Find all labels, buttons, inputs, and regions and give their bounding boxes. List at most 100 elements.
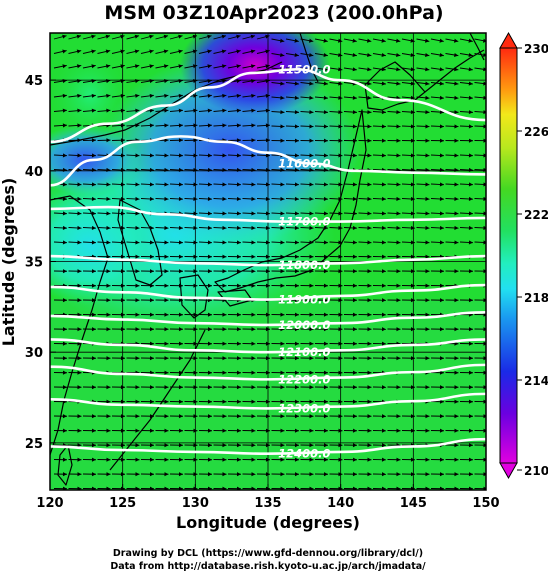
wind-arrow-head — [309, 153, 314, 158]
wind-arrow-head — [251, 254, 256, 259]
wind-arrow-head — [91, 93, 96, 98]
wind-arrow-head — [410, 196, 415, 201]
wind-arrow-head — [439, 457, 444, 462]
wind-arrow-head — [352, 428, 357, 433]
wind-arrow-head — [178, 472, 183, 477]
contour-label: 12100.0 — [278, 345, 330, 359]
wind-arrow-head — [352, 52, 357, 57]
wind-arrow-head — [236, 457, 241, 462]
wind-arrow-head — [280, 124, 285, 129]
wind-arrow-head — [410, 428, 415, 433]
wind-arrow-head — [178, 269, 183, 274]
wind-arrow-head — [178, 138, 183, 143]
wind-arrow-head — [62, 486, 67, 490]
wind-arrow-head — [106, 327, 111, 332]
wind-arrow-head — [250, 34, 256, 39]
wind-arrow-head — [381, 443, 386, 448]
wind-arrow-head — [207, 486, 212, 490]
wind-arrow-head — [163, 34, 169, 39]
wind-arrow-head — [410, 153, 415, 158]
wind-arrow-head — [352, 283, 357, 288]
wind-arrow-head — [120, 428, 125, 433]
wind-arrow-head — [280, 327, 285, 332]
wind-arrow-head — [410, 254, 415, 259]
wind-arrow-head — [222, 167, 227, 172]
wind-arrow-head — [323, 95, 328, 100]
wind-arrow-head — [193, 312, 198, 317]
wind-arrow-head — [338, 356, 343, 361]
wind-arrow-head — [294, 385, 299, 390]
wind-arrow-head — [439, 95, 444, 100]
wind-arrow-head — [381, 298, 386, 303]
wind-arrow-head — [236, 240, 241, 245]
wind-arrow-head — [323, 110, 328, 115]
wind-arrow-head — [120, 254, 125, 259]
wind-arrow-head — [207, 182, 212, 187]
wind-arrow-head — [105, 49, 111, 54]
wind-arrow-head — [222, 356, 227, 361]
wind-arrow-head — [439, 283, 444, 288]
wind-arrow-head — [236, 472, 241, 477]
wind-arrow-head — [367, 225, 372, 230]
wind-arrow-head — [468, 67, 473, 72]
wind-arrow-head — [135, 356, 140, 361]
wind-arrow-head — [338, 124, 343, 129]
wind-arrow-head — [425, 385, 430, 390]
wind-arrow-head — [236, 167, 241, 172]
wind-arrow-head — [352, 211, 357, 216]
wind-arrow-head — [207, 123, 212, 128]
wind-arrow-head — [164, 457, 169, 462]
wind-arrow-head — [425, 312, 430, 317]
wind-arrow-head — [222, 370, 227, 375]
wind-arrow-head — [164, 312, 169, 317]
wind-arrow-head — [193, 254, 198, 259]
wind-arrow-head — [280, 486, 285, 490]
wind-arrow-head — [294, 457, 299, 462]
wind-arrow-head — [381, 457, 386, 462]
wind-arrow-head — [338, 443, 343, 448]
contour-label: 12400.0 — [278, 447, 330, 461]
wind-arrow-head — [91, 457, 96, 462]
wind-arrow-head — [425, 52, 430, 57]
wind-arrow-head — [352, 341, 357, 346]
wind-arrow-head — [91, 79, 96, 84]
wind-arrow-head — [207, 327, 212, 332]
wind-arrow-head — [468, 472, 473, 477]
wind-arrow-head — [193, 79, 198, 84]
wind-arrow-head — [207, 196, 212, 201]
wind-arrow-head — [381, 414, 386, 419]
wind-arrow-head — [193, 298, 198, 303]
wind-arrow-head — [207, 254, 212, 259]
wind-arrow-head — [207, 211, 212, 216]
wind-arrow-head — [120, 240, 125, 245]
wind-arrow-head — [381, 327, 386, 332]
credit-data: Data from http://database.rish.kyoto-u.a… — [110, 561, 426, 572]
wind-arrow-head — [222, 182, 227, 187]
wind-arrow-head — [91, 196, 96, 201]
wind-arrow-head — [76, 49, 82, 54]
wind-arrow-head — [149, 312, 154, 317]
wind-arrow-head — [222, 457, 227, 462]
wind-arrow-head — [207, 472, 212, 477]
wind-arrow-head — [454, 196, 459, 201]
wind-arrow-head — [207, 225, 212, 230]
wind-arrow-head — [396, 167, 401, 172]
y-tick-label: 40 — [25, 165, 43, 180]
wind-arrow-head — [106, 93, 111, 98]
wind-arrow-head — [135, 153, 140, 158]
wind-arrow-head — [280, 240, 285, 245]
wind-arrow-head — [251, 225, 256, 230]
wind-arrow-head — [135, 93, 140, 98]
wind-arrow-head — [251, 283, 256, 288]
wind-arrow-head — [309, 472, 314, 477]
wind-arrow-head — [135, 167, 140, 172]
wind-arrow-head — [265, 49, 270, 54]
wind-arrow-head — [323, 167, 328, 172]
wind-arrow-head — [309, 486, 314, 490]
wind-arrow-head — [207, 385, 212, 390]
wind-arrow-head — [134, 49, 140, 54]
wind-arrow-head — [468, 182, 473, 187]
contour-label: 11500.0 — [278, 62, 330, 76]
wind-arrow-head — [410, 138, 415, 143]
coastline-sakhalin — [299, 33, 319, 83]
